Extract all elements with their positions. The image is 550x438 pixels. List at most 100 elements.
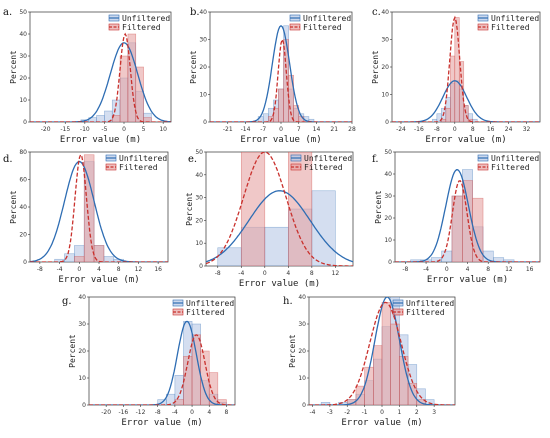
x-tick-label: 0	[77, 266, 81, 273]
bar-unfiltered	[217, 247, 242, 266]
x-tick-label: 1	[397, 409, 401, 416]
legend-label-filtered: Filtered	[303, 23, 342, 32]
x-tick-label: -2	[344, 409, 350, 416]
y-tick-label: 0	[388, 259, 392, 266]
bar-filtered	[208, 372, 219, 405]
bar-filtered	[293, 105, 300, 122]
x-tick-label: 7	[297, 126, 301, 133]
y-tick-label: 0	[199, 263, 203, 270]
y-tick-label: 20	[195, 217, 203, 224]
bars-group	[309, 297, 455, 405]
y-tick-label: 40	[19, 204, 27, 211]
y-tick-label: 10	[298, 375, 306, 382]
x-tick-label: -8	[155, 409, 161, 416]
bars-group	[210, 24, 352, 122]
x-tick-label: -20	[101, 409, 111, 416]
x-tick-label: 21	[330, 126, 338, 133]
y-tick-label: 0	[385, 119, 389, 126]
y-tick-label: 20	[19, 232, 27, 239]
chart-panel-f: f. -8 -4 0 4 8 12 16 0 10 20 30 40 50 Error value (m) P…	[372, 149, 541, 285]
y-tick-label: 30	[195, 195, 203, 202]
panel-label: a.	[3, 7, 12, 18]
bar-filtered	[278, 88, 284, 122]
bar-unfiltered	[264, 226, 289, 266]
x-tick-label: 2	[415, 409, 419, 416]
legend-label-unfiltered: Unfiltered	[119, 154, 167, 163]
x-tick-label: -12	[136, 409, 146, 416]
x-tick-label: 8	[471, 126, 475, 133]
y-tick-label: 30	[19, 53, 27, 60]
legend-label-filtered: Filtered	[304, 163, 343, 172]
y-tick-label: 40	[384, 171, 392, 178]
y-tick-label: 0	[23, 259, 27, 266]
legend-label-unfiltered: Unfiltered	[122, 14, 170, 23]
panel-label: e.	[188, 154, 197, 165]
x-tick-label: 4	[97, 266, 101, 273]
x-tick-label: 32	[523, 126, 531, 133]
bar-filtered	[135, 66, 144, 122]
y-tick-label: 40	[19, 31, 27, 38]
x-tick-label: 0	[380, 409, 384, 416]
fit-curve-unfiltered	[206, 190, 353, 263]
x-tick-label: 12	[135, 266, 143, 273]
x-axis-title: Error value (m)	[240, 135, 321, 145]
x-tick-label: 5	[142, 126, 146, 133]
x-tick-label: -4	[423, 266, 429, 273]
y-tick-label: 80	[19, 149, 27, 156]
fit-curve-filtered	[309, 301, 455, 405]
bar-filtered	[441, 118, 447, 122]
y-tick-label: 20	[199, 64, 207, 71]
x-tick-label: 12	[332, 270, 340, 277]
y-tick-label: 10	[199, 92, 207, 99]
x-tick-label: 0	[445, 266, 449, 273]
bar-filtered	[373, 345, 383, 405]
legend-label-filtered: Filtered	[406, 308, 445, 317]
bars-group	[206, 152, 353, 266]
y-tick-label: 0	[302, 402, 306, 409]
x-tick-label: 14	[313, 126, 321, 133]
bar-filtered	[240, 152, 266, 266]
x-tick-label: 4	[286, 270, 290, 277]
chart-panel-g: g. -20 -16 -12 -8 -4 0 4 8 0 10 20 30 40 Error value (…	[62, 294, 236, 428]
y-axis-title: Percent	[9, 190, 18, 224]
bars-group	[392, 15, 540, 122]
bar-filtered	[119, 55, 129, 122]
x-tick-label: 0	[453, 126, 457, 133]
x-tick-label: -4	[309, 409, 315, 416]
fit-curve-unfiltered	[210, 24, 352, 122]
x-tick-label: -5	[101, 126, 107, 133]
x-axis-title: Error value (m)	[58, 275, 139, 285]
chart-panel-e: e. -8 -4 0 4 8 12 0 10 20 30 40 50 Error value (m) Per…	[185, 149, 354, 289]
x-tick-label: -20	[41, 126, 51, 133]
y-tick-label: 50	[384, 149, 392, 156]
y-tick-label: 40	[381, 9, 389, 16]
x-tick-label: 0	[279, 126, 283, 133]
bar-unfiltered	[308, 118, 315, 122]
legend-label-unfiltered: Unfiltered	[406, 299, 454, 308]
x-tick-label: -3	[327, 409, 333, 416]
y-tick-label: 30	[298, 321, 306, 328]
x-tick-label: 8	[224, 409, 228, 416]
x-axis-title: Error value (m)	[341, 418, 422, 428]
legend-label-filtered: Filtered	[491, 23, 530, 32]
chart-panel-d: d. -8 -4 0 4 8 12 16 0 20 40 60 80 Error value (m) Per…	[3, 149, 169, 285]
x-tick-label: -16	[118, 409, 128, 416]
bar-unfiltered	[103, 256, 115, 262]
fit-curve-filtered	[206, 152, 353, 266]
panel-label: c.	[372, 7, 381, 18]
bar-filtered	[364, 366, 374, 405]
y-tick-label: 10	[381, 92, 389, 99]
panel-label: f.	[372, 154, 379, 165]
panel-label: b.	[190, 7, 200, 18]
bar-filtered	[407, 383, 418, 405]
x-tick-label: -8	[434, 126, 440, 133]
y-tick-label: 50	[195, 149, 203, 156]
y-tick-label: 50	[19, 9, 27, 16]
x-tick-label: 0	[122, 126, 126, 133]
bar-filtered	[288, 152, 313, 266]
panel-label: h.	[283, 296, 293, 307]
